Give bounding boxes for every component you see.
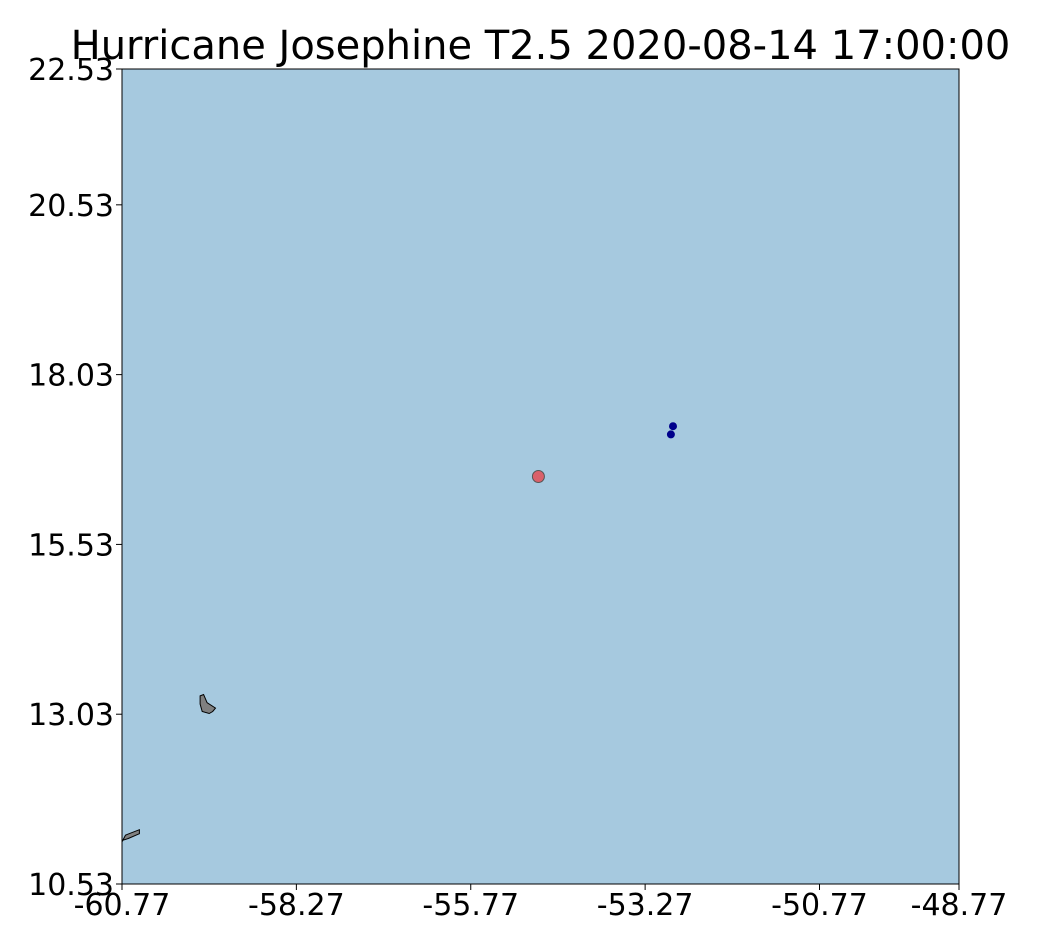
plot-frame [121,68,960,885]
x-tick-label: -55.77 [422,888,519,923]
x-tick-label: -50.77 [771,888,868,923]
current-position-point [531,470,545,483]
x-tick-label: -60.77 [74,888,171,923]
y-tick-label: 20.53 [28,189,114,224]
y-tick-label: 22.53 [28,53,114,88]
x-tick-label: -53.27 [597,888,694,923]
x-tick-label: -58.27 [248,888,345,923]
x-tick-label: -48.77 [911,888,1008,923]
y-tick-label: 13.03 [28,698,114,733]
track-point-0 [669,422,677,431]
y-axis: 10.53 13.03 15.53 18.03 20.53 22.53 [28,53,122,903]
land-layer [121,693,217,843]
track-point-1 [666,430,675,439]
points-layer [531,422,677,483]
land-barbados [199,693,217,715]
y-tick-label: 10.53 [28,868,114,903]
y-tick-label: 15.53 [28,528,114,563]
y-tick-label: 18.03 [28,359,114,394]
chart-title: Hurricane Josephine T2.5 2020-08-14 17:0… [70,23,1011,69]
x-axis: -60.77 -58.27 -55.77 -53.27 -50.77 -48.77 [74,884,1008,923]
